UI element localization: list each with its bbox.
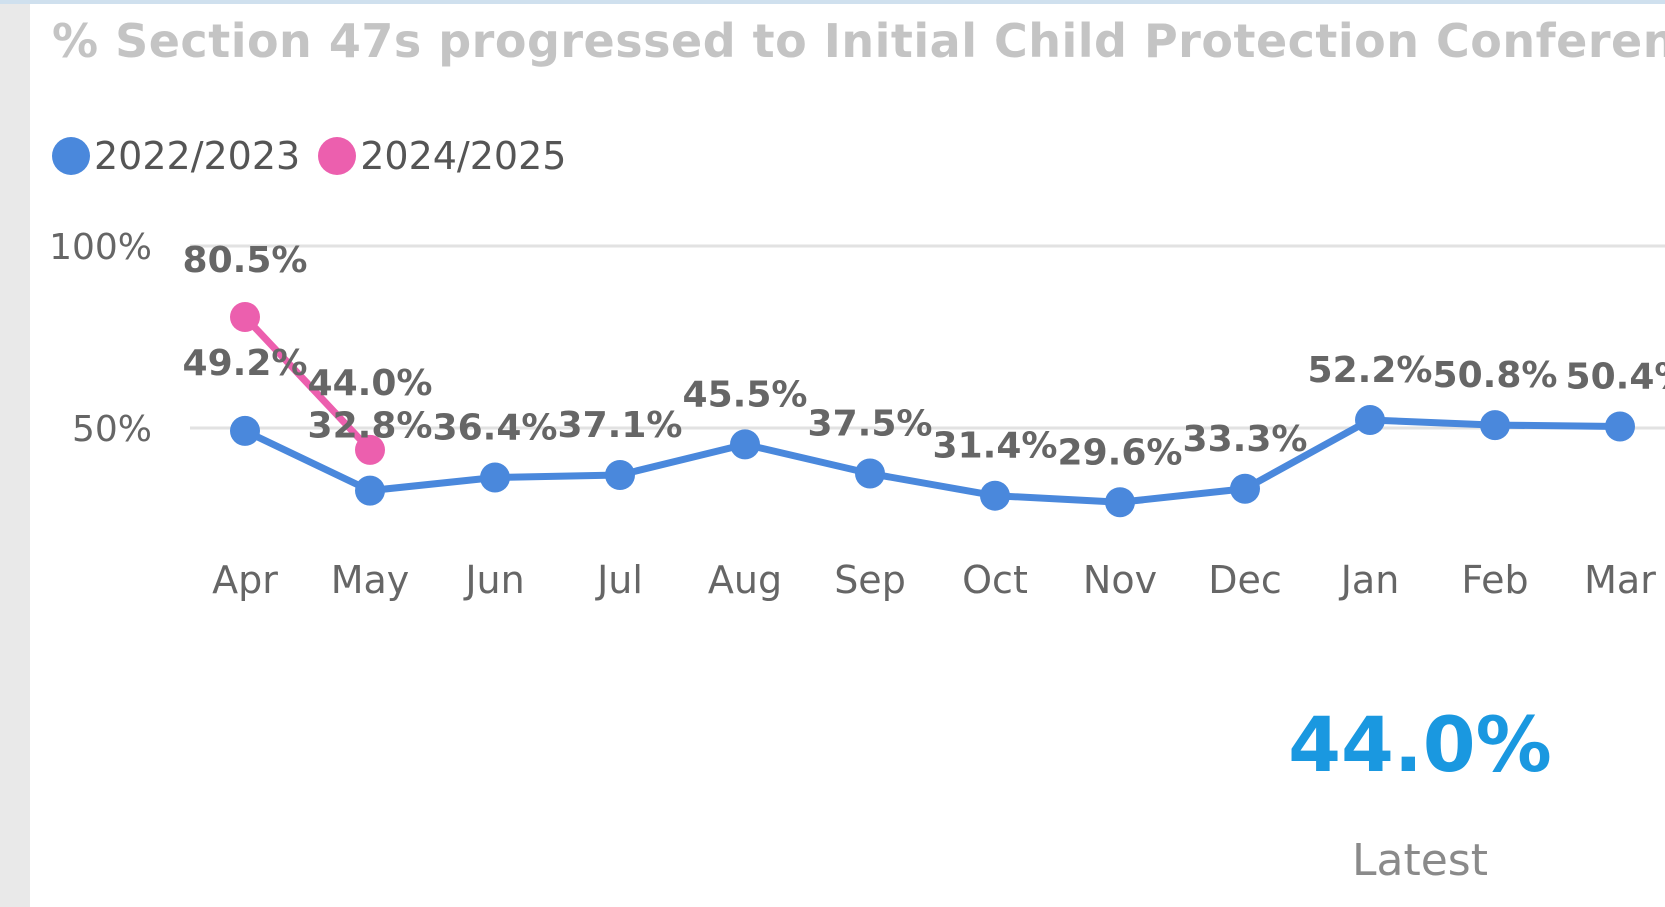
x-tick-label: Aug <box>708 558 782 602</box>
chart-title: % Section 47s progressed to Initial Chil… <box>52 14 1665 68</box>
data-label: 50.4% <box>1566 357 1665 398</box>
data-point <box>980 480 1010 511</box>
data-label: 37.1% <box>558 405 683 446</box>
data-label: 50.8% <box>1433 355 1558 396</box>
data-point <box>480 462 510 493</box>
x-tick-label: Dec <box>1208 558 1282 602</box>
legend-label-2024-2025: 2024/2025 <box>360 134 567 178</box>
y-tick-label: 50% <box>72 409 152 450</box>
x-tick-label: May <box>331 558 410 602</box>
x-tick-label: Apr <box>212 558 278 602</box>
x-tick-label: Jun <box>463 558 524 602</box>
x-tick-label: Jul <box>595 558 643 602</box>
line-chart: 100% 50% Apr May Jun Jul Aug Sep Oct Nov Dec Jan Feb… <box>49 227 1665 602</box>
series-line <box>241 313 374 454</box>
data-point <box>230 301 260 332</box>
data-point <box>855 458 885 489</box>
series-line <box>241 416 1624 506</box>
legend-item-2024-2025[interactable]: 2024/2025 <box>318 134 566 178</box>
data-point <box>605 459 635 490</box>
kpi-latest-value: 44.0% <box>1288 700 1552 789</box>
data-label: 80.5% <box>183 240 308 281</box>
data-label: 31.4% <box>933 426 1058 467</box>
data-label: 36.4% <box>433 408 558 449</box>
legend-label-2022-2023: 2022/2023 <box>94 134 301 178</box>
data-point <box>1355 404 1385 435</box>
x-tick-label: Jan <box>1339 558 1400 602</box>
x-tick-label: Mar <box>1584 558 1656 602</box>
data-point <box>230 415 260 446</box>
data-label: 29.6% <box>1058 432 1183 473</box>
chart-legend: 2022/2023 2024/2025 <box>52 134 566 178</box>
data-label: 32.8% <box>308 406 433 447</box>
data-point <box>355 475 385 506</box>
legend-marker-2024-2025 <box>318 137 357 175</box>
legend-item-2022-2023[interactable]: 2022/2023 <box>52 134 300 178</box>
legend-marker-2022-2023 <box>52 137 90 175</box>
data-label: 45.5% <box>683 374 808 415</box>
x-tick-label: Feb <box>1461 558 1528 602</box>
data-point <box>1105 487 1135 518</box>
data-point <box>1230 473 1260 504</box>
x-tick-label: Nov <box>1083 558 1157 602</box>
data-label: 44.0% <box>308 363 433 404</box>
data-label: 33.3% <box>1183 419 1308 460</box>
data-point <box>1480 410 1510 441</box>
top-border <box>0 0 1665 4</box>
data-point <box>355 434 385 465</box>
x-tick-label: Oct <box>962 558 1028 602</box>
kpi-latest-label: Latest <box>1352 835 1488 886</box>
data-label: 49.2% <box>183 343 308 384</box>
data-point <box>1605 411 1635 442</box>
data-label: 52.2% <box>1308 350 1433 391</box>
x-tick-label: Sep <box>834 558 906 602</box>
data-point <box>730 429 760 460</box>
left-panel-strip-lower <box>0 620 26 907</box>
y-tick-label: 100% <box>49 227 152 268</box>
data-label: 37.5% <box>808 404 933 445</box>
